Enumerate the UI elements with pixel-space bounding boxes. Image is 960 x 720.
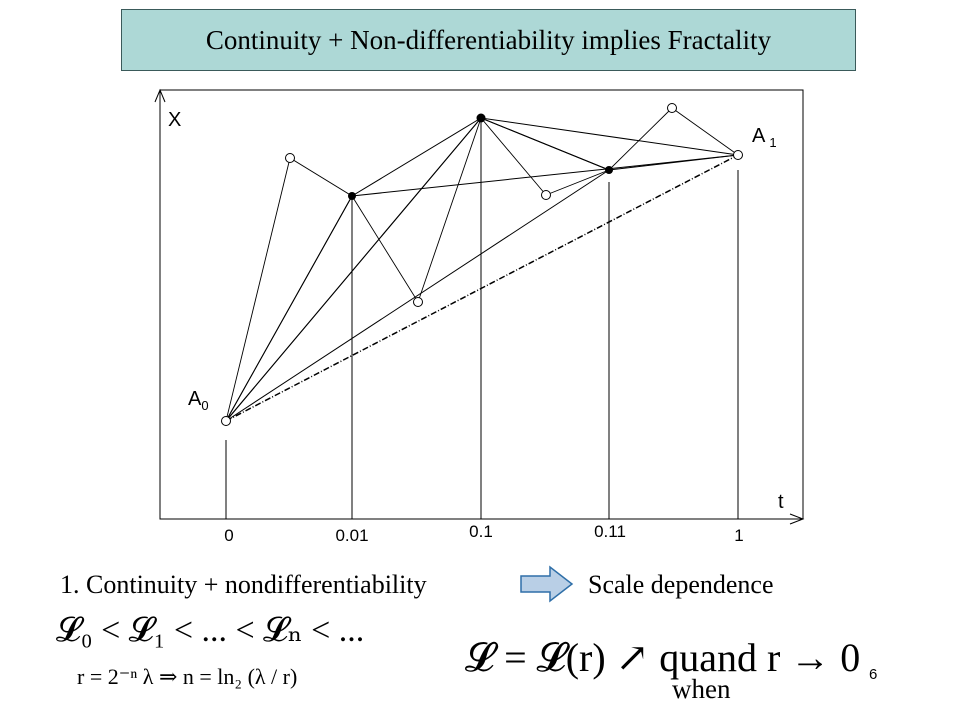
level3-path	[225, 107, 739, 422]
level0-segment	[225, 154, 739, 422]
tick-label-011: 0.11	[594, 522, 626, 541]
tick-label-001: 0.01	[335, 526, 368, 545]
point-open	[413, 297, 423, 307]
statement-line: 1. Continuity + nondifferentiability Sca…	[60, 570, 774, 600]
point-a0	[221, 416, 231, 426]
page-number: 6	[869, 666, 878, 683]
point-a1	[733, 150, 743, 160]
point-filled	[476, 113, 486, 123]
point-open	[541, 190, 551, 200]
y-axis-label: X	[168, 109, 181, 131]
fan-line-5	[480, 117, 610, 171]
fan-line-4	[351, 154, 739, 197]
fan-line-2	[225, 117, 482, 422]
slide-title: Continuity + Non-differentiability impli…	[121, 9, 856, 71]
x-axis-arrow	[789, 513, 805, 525]
tick-label-0: 0	[224, 526, 233, 545]
point-open	[667, 103, 677, 113]
fan-line-3	[225, 169, 610, 422]
y-axis-arrow	[154, 88, 166, 103]
point-label-a0: A0	[188, 388, 209, 413]
tick-label-01: 0.1	[469, 522, 493, 541]
point-filled	[348, 192, 356, 200]
lengths-chain-formula: 𝓛₀ < 𝓛₁ < ... < 𝓛ₙ < ...	[56, 612, 365, 649]
scale-law-formula: 𝓛 = 𝓛(r) ↗ quand r → 0	[465, 635, 861, 680]
tick-label-1: 1	[734, 526, 743, 545]
point-open	[285, 153, 295, 163]
resolution-formula: r = 2⁻ⁿ λ ⇒ n = ln₂ (λ / r)	[77, 664, 298, 689]
statement-scale-dependence: Scale dependence	[588, 570, 774, 599]
x-axis-label: t	[778, 491, 784, 513]
when-caption: when	[672, 674, 731, 704]
point-filled	[605, 166, 613, 174]
implies-arrow-icon	[520, 565, 574, 603]
statement-continuity: 1. Continuity + nondifferentiability	[60, 570, 427, 599]
fan-line-1	[225, 195, 353, 422]
